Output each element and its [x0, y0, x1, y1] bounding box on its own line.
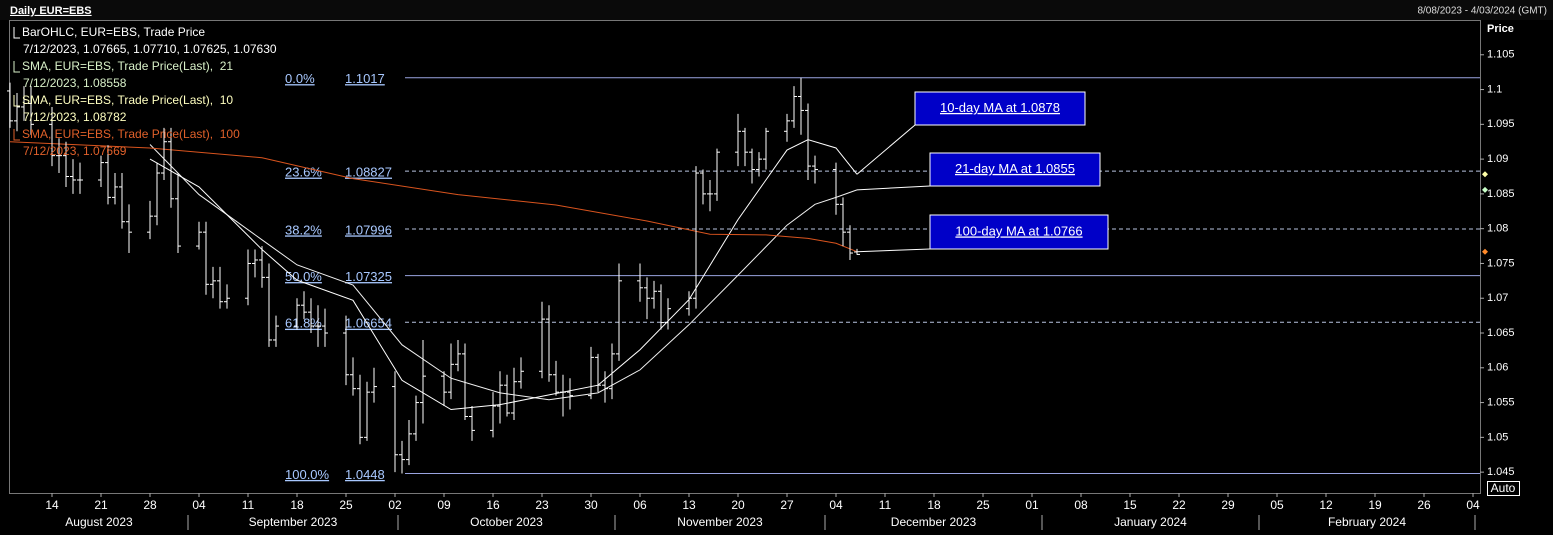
x-tick-label: 15	[1123, 498, 1137, 512]
x-tick-label: 30	[584, 498, 598, 512]
callout-leader	[856, 185, 931, 191]
month-label: August 2023	[65, 515, 133, 529]
legend-text: 7/12/2023, 1.08558	[23, 76, 127, 90]
x-tick-label: 19	[1368, 498, 1382, 512]
fib-value: 1.06654	[345, 316, 392, 331]
month-label: November 2023	[677, 515, 763, 529]
fib-value: 1.0448	[345, 467, 385, 482]
callout-box	[914, 91, 1086, 126]
x-tick-label: 06	[633, 498, 647, 512]
x-tick-label: 27	[780, 498, 794, 512]
callout-box	[929, 152, 1101, 187]
x-tick-label: 28	[143, 498, 157, 512]
x-tick-label: 02	[388, 498, 402, 512]
auto-button[interactable]	[1487, 481, 1520, 496]
x-tick-label: 05	[1270, 498, 1284, 512]
moving-average-line	[149, 144, 858, 401]
month-label: December 2023	[891, 515, 977, 529]
legend-text: SMA, EUR=EBS, Trade Price(Last), 100	[22, 127, 240, 141]
fib-label: 0.0%	[285, 71, 315, 86]
x-tick-label: 22	[1172, 498, 1186, 512]
x-tick-label: 23	[535, 498, 549, 512]
x-tick-label: 18	[290, 498, 304, 512]
month-label: January 2024	[1114, 515, 1187, 529]
x-tick-label: 26	[1417, 498, 1431, 512]
x-tick-label: 14	[45, 498, 59, 512]
fib-label: 38.2%	[285, 222, 322, 237]
month-label: October 2023	[470, 515, 543, 529]
y-tick-label: 1.045	[1487, 466, 1515, 478]
x-tick-label: 25	[339, 498, 353, 512]
date-range: 8/08/2023 - 4/03/2024 (GMT)	[1417, 6, 1547, 17]
legend-text: SMA, EUR=EBS, Trade Price(Last), 10	[22, 93, 233, 107]
y-tick-label: 1.09	[1487, 153, 1508, 165]
fib-value: 1.07996	[345, 222, 392, 237]
legend-text: BarOHLC, EUR=EBS, Trade Price	[22, 25, 205, 39]
x-tick-label: 04	[192, 498, 206, 512]
legend-icon	[13, 129, 20, 141]
y-tick-label: 1.07	[1487, 292, 1508, 304]
chart-title: Daily EUR=EBS	[10, 5, 92, 17]
y-axis-label: Price	[1487, 23, 1514, 35]
legend-text: 7/12/2023, 1.07669	[23, 144, 127, 158]
fib-label: 50.0%	[285, 269, 322, 284]
y-tick-label: 1.05	[1487, 431, 1508, 443]
fib-label: 23.6%	[285, 165, 322, 180]
x-tick-label: 08	[1074, 498, 1088, 512]
month-label: February 2024	[1328, 515, 1406, 529]
callout-text: 100-day MA at 1.0766	[955, 223, 1082, 238]
legend-text: SMA, EUR=EBS, Trade Price(Last), 21	[22, 59, 233, 73]
x-tick-label: 20	[731, 498, 745, 512]
y-tick-label: 1.065	[1487, 327, 1515, 339]
fib-value: 1.07325	[345, 269, 392, 284]
y-tick-label: 1.095	[1487, 118, 1515, 130]
callout-leader	[856, 124, 916, 175]
last-value-marker	[1482, 186, 1488, 193]
y-tick-label: 1.06	[1487, 362, 1508, 374]
legend-icon	[13, 27, 20, 39]
auto-button-label[interactable]: Auto	[1491, 481, 1516, 495]
x-tick-label: 04	[829, 498, 843, 512]
y-tick-label: 1.1	[1487, 83, 1502, 95]
fib-label: 61.8%	[285, 316, 322, 331]
header-bar	[0, 0, 1553, 20]
legend-text: 7/12/2023, 1.07665, 1.07710, 1.07625, 1.…	[23, 42, 277, 56]
x-tick-label: 25	[976, 498, 990, 512]
x-tick-label: 09	[437, 498, 451, 512]
month-label: September 2023	[249, 515, 338, 529]
x-tick-label: 16	[486, 498, 500, 512]
callout-text: 10-day MA at 1.0878	[940, 100, 1060, 115]
y-tick-label: 1.075	[1487, 257, 1515, 269]
callout-text: 21-day MA at 1.0855	[955, 161, 1075, 176]
legend-text: 7/12/2023, 1.08782	[23, 110, 127, 124]
last-value-marker	[1482, 248, 1488, 255]
x-tick-label: 13	[682, 498, 696, 512]
y-tick-label: 1.085	[1487, 188, 1515, 200]
x-tick-label: 04	[1466, 498, 1480, 512]
fib-label: 100.0%	[285, 467, 330, 482]
last-value-marker	[1482, 171, 1488, 178]
legend-icon	[13, 95, 20, 107]
x-tick-label: 18	[927, 498, 941, 512]
fib-value: 1.1017	[345, 71, 385, 86]
moving-average-line	[9, 141, 858, 253]
x-tick-label: 12	[1319, 498, 1333, 512]
y-tick-label: 1.055	[1487, 396, 1515, 408]
callout-leader	[856, 248, 931, 253]
x-tick-label: 21	[94, 498, 108, 512]
plot-frame	[9, 20, 1481, 494]
legend-icon	[13, 61, 20, 73]
y-tick-label: 1.08	[1487, 223, 1508, 235]
x-tick-label: 29	[1221, 498, 1235, 512]
x-tick-label: 11	[879, 498, 892, 512]
fib-value: 1.08827	[345, 165, 392, 180]
y-tick-label: 1.105	[1487, 49, 1515, 61]
x-tick-label: 01	[1025, 498, 1039, 512]
moving-average-line	[149, 139, 858, 411]
callout-box	[929, 214, 1109, 250]
x-tick-label: 11	[242, 498, 255, 512]
